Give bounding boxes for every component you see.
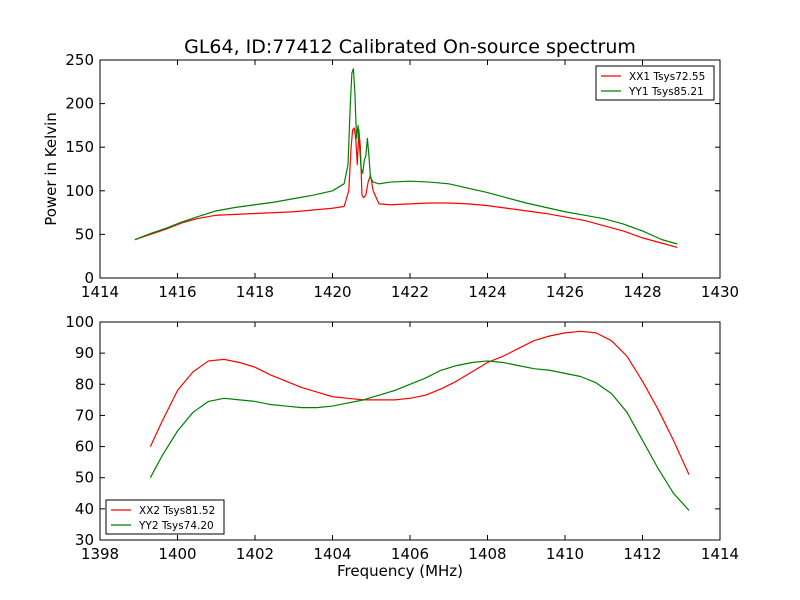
legend-label: XX2 Tsys81.52 xyxy=(139,505,215,517)
legend-label: YY2 Tsys74.20 xyxy=(138,520,214,532)
y-tick-label: 250 xyxy=(65,51,94,69)
y-tick-label: 100 xyxy=(65,313,94,331)
x-tick-label: 1400 xyxy=(158,545,196,563)
y-tick-label: 100 xyxy=(65,182,94,200)
y-tick-label: 60 xyxy=(75,438,94,456)
x-tick-label: 1406 xyxy=(391,545,429,563)
series-line-2-1 xyxy=(149,330,690,475)
bottom-plot: 1398 1400 1402 1404 1406 1408 1410 1412 1414 30 40… xyxy=(65,313,739,580)
x-tick-label: 1402 xyxy=(236,545,274,563)
y-tick-label: 50 xyxy=(75,225,94,243)
legend-box xyxy=(105,499,225,535)
top-plot: 1414 1416 1418 1420 1422 1424 1426 1428 1430 0 50 1… xyxy=(42,51,739,301)
x-tick-label: 1408 xyxy=(468,545,506,563)
y-tick-label: 150 xyxy=(65,138,94,156)
y-axis-label: Power in Kelvin xyxy=(42,112,60,226)
x-tick-label: 1424 xyxy=(468,283,506,301)
y-tick-label: 90 xyxy=(75,344,94,362)
x-tick-label: 1420 xyxy=(313,283,351,301)
x-tick-label: 1426 xyxy=(546,283,584,301)
x-tick-label: 1428 xyxy=(623,283,661,301)
legend-box xyxy=(595,65,715,101)
chart-title: GL64, ID:77412 Calibrated On-source spec… xyxy=(184,36,636,58)
y-tick-label: 40 xyxy=(75,500,94,518)
x-tick-label: 1398 xyxy=(81,545,119,563)
x-tick-label: 1414 xyxy=(81,283,119,301)
series-line-1-2 xyxy=(134,68,678,245)
x-tick-label: 1410 xyxy=(546,545,584,563)
x-tick-label: 1404 xyxy=(313,545,351,563)
series-line-1-1 xyxy=(134,127,678,249)
y-tick-label: 80 xyxy=(75,375,94,393)
y-tick-label: 70 xyxy=(75,406,94,424)
y-tick-label: 0 xyxy=(84,269,94,287)
y-tick-label: 50 xyxy=(75,469,94,487)
x-tick-label: 1414 xyxy=(701,545,739,563)
y-tick-label: 30 xyxy=(75,531,94,549)
x-tick-label: 1412 xyxy=(623,545,661,563)
legend-label: YY1 Tsys85.21 xyxy=(628,86,704,98)
x-tick-label: 1418 xyxy=(236,283,274,301)
legend-label: XX1 Tsys72.55 xyxy=(629,71,705,83)
x-axis-label: Frequency (MHz) xyxy=(337,562,463,580)
x-tick-label: 1416 xyxy=(158,283,196,301)
x-tick-label: 1422 xyxy=(391,283,429,301)
x-tick-label: 1430 xyxy=(701,283,739,301)
y-tick-label: 200 xyxy=(65,95,94,113)
series-line-2-2 xyxy=(149,360,690,511)
